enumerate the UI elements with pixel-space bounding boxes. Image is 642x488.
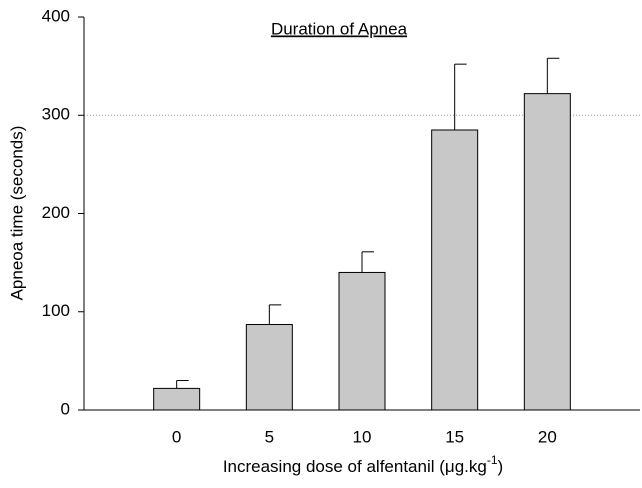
- bar: [338, 271, 386, 411]
- bar: [245, 324, 293, 411]
- x-label-part: Increasing dose of alfentanil (: [223, 457, 445, 476]
- x-axis-label: Increasing dose of alfentanil (μg.kg-1): [223, 453, 503, 476]
- x-label-part: ): [498, 457, 504, 476]
- y-tick-label: 400: [42, 6, 70, 25]
- x-label-part: g.kg: [455, 457, 487, 476]
- x-tick-label: 10: [353, 427, 372, 446]
- x-tick-label: 0: [172, 427, 181, 446]
- x-tick-label: 5: [265, 427, 274, 446]
- bar: [153, 387, 201, 411]
- bar: [523, 93, 571, 411]
- y-axis-label: Apneoa time (seconds): [7, 126, 26, 301]
- x-tick-label: 20: [538, 427, 557, 446]
- x-tick-label: 15: [445, 427, 464, 446]
- y-tick-label: 300: [42, 105, 70, 124]
- y-tick-label: 100: [42, 301, 70, 320]
- y-tick-label: 200: [42, 203, 70, 222]
- y-tick-label: 0: [61, 399, 70, 418]
- x-label-part: μ: [445, 457, 455, 476]
- bar: [431, 129, 479, 411]
- x-label-superscript: -1: [487, 453, 498, 467]
- chart-title: Duration of Apnea: [271, 19, 408, 38]
